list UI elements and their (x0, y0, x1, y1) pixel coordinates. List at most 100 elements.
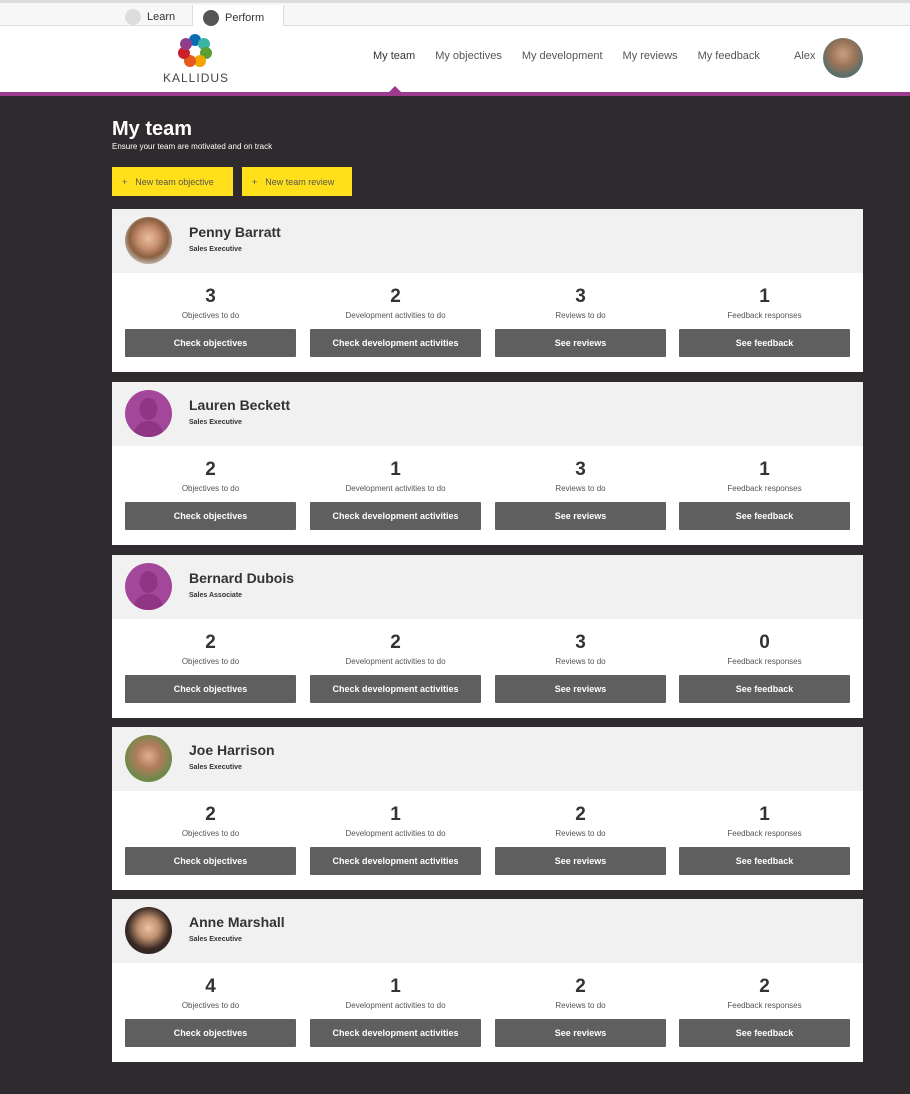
development-count: 1 (390, 804, 401, 825)
avatar (125, 735, 172, 782)
nav-my-objectives[interactable]: My objectives (435, 50, 502, 62)
card-header: Joe Harrison Sales Executive (112, 727, 863, 791)
objectives-count: 2 (205, 804, 216, 825)
chart-icon (203, 9, 219, 26)
reviews-button[interactable]: See reviews (495, 847, 666, 875)
nav-my-feedback[interactable]: My feedback (697, 50, 760, 62)
member-role: Sales Executive (189, 419, 242, 426)
objectives-button[interactable]: Check objectives (125, 675, 296, 703)
member-role: Sales Executive (189, 936, 242, 943)
objectives-count: 3 (205, 286, 216, 307)
nav-my-reviews[interactable]: My reviews (622, 50, 678, 62)
page-title: My team (112, 118, 193, 140)
feedback-button[interactable]: See feedback (679, 675, 850, 703)
button-label: New team objective (135, 176, 214, 187)
avatar (125, 217, 172, 264)
feedback-count: 0 (759, 632, 770, 653)
development-count: 2 (390, 632, 401, 653)
feedback-button[interactable]: See feedback (679, 502, 850, 530)
card-header: Lauren Beckett Sales Executive (112, 382, 863, 446)
logo-flower-icon (178, 34, 212, 67)
stat-feedback: 0 Feedback responses (679, 632, 850, 666)
new-team-objective-button[interactable]: + New team objective (112, 167, 233, 196)
nav-my-team[interactable]: My team (373, 50, 416, 62)
development-count: 1 (390, 976, 401, 997)
stat-objectives: 3 Objectives to do (125, 286, 296, 320)
kallidus-logo[interactable]: KALLIDUS (163, 34, 228, 85)
member-name[interactable]: Anne Marshall (189, 914, 285, 930)
reviews-button[interactable]: See reviews (495, 1019, 666, 1047)
objectives-label: Objectives to do (181, 829, 240, 838)
development-count: 1 (390, 459, 401, 480)
stat-objectives: 4 Objectives to do (125, 976, 296, 1010)
nav-my-development[interactable]: My development (521, 50, 603, 62)
feedback-label: Feedback responses (727, 311, 802, 320)
stat-development: 1 Development activities to do (310, 804, 481, 838)
feedback-button[interactable]: See feedback (679, 1019, 850, 1047)
card-header: Penny Barratt Sales Executive (112, 209, 863, 273)
objectives-button[interactable]: Check objectives (125, 329, 296, 357)
stat-development: 1 Development activities to do (310, 459, 481, 493)
development-count: 2 (390, 286, 401, 307)
user-name[interactable]: Alex (794, 50, 816, 62)
member-name[interactable]: Penny Barratt (189, 224, 281, 240)
stat-feedback: 1 Feedback responses (679, 459, 850, 493)
stat-development: 2 Development activities to do (310, 286, 481, 320)
person-silhouette-icon (133, 398, 164, 437)
avatar (125, 907, 172, 954)
page-subtitle: Ensure your team are motivated and on tr… (112, 142, 273, 151)
tab-learn[interactable]: Learn (115, 5, 185, 29)
development-button[interactable]: Check development activities (310, 675, 481, 703)
objectives-button[interactable]: Check objectives (125, 502, 296, 530)
development-button[interactable]: Check development activities (310, 1019, 481, 1047)
stat-objectives: 2 Objectives to do (125, 632, 296, 666)
development-button[interactable]: Check development activities (310, 847, 481, 875)
objectives-label: Objectives to do (181, 657, 240, 666)
team-member-card: Lauren Beckett Sales Executive 2 Objecti… (112, 382, 863, 545)
objectives-label: Objectives to do (181, 311, 240, 320)
stat-reviews: 3 Reviews to do (495, 459, 666, 493)
feedback-count: 2 (759, 976, 770, 997)
reviews-label: Reviews to do (555, 829, 606, 838)
stat-objectives: 2 Objectives to do (125, 804, 296, 838)
objectives-count: 4 (205, 976, 216, 997)
objectives-button[interactable]: Check objectives (125, 1019, 296, 1047)
stat-development: 2 Development activities to do (310, 632, 481, 666)
team-member-card: Anne Marshall Sales Executive 4 Objectiv… (112, 899, 863, 1062)
development-label: Development activities to do (345, 1001, 446, 1010)
tab-label: Learn (147, 11, 176, 23)
reviews-button[interactable]: See reviews (495, 675, 666, 703)
reviews-button[interactable]: See reviews (495, 502, 666, 530)
objectives-button[interactable]: Check objectives (125, 847, 296, 875)
feedback-label: Feedback responses (727, 484, 802, 493)
member-name[interactable]: Lauren Beckett (189, 397, 291, 413)
user-avatar[interactable] (823, 38, 863, 78)
reviews-button[interactable]: See reviews (495, 329, 666, 357)
reviews-label: Reviews to do (555, 311, 606, 320)
reviews-label: Reviews to do (555, 484, 606, 493)
card-header: Bernard Dubois Sales Associate (112, 555, 863, 619)
objectives-count: 2 (205, 632, 216, 653)
stat-feedback: 2 Feedback responses (679, 976, 850, 1010)
accent-bar (0, 92, 910, 96)
member-name[interactable]: Bernard Dubois (189, 570, 295, 586)
reviews-count: 3 (575, 459, 586, 480)
development-button[interactable]: Check development activities (310, 329, 481, 357)
member-role: Sales Associate (189, 592, 243, 599)
team-member-card: Penny Barratt Sales Executive 3 Objectiv… (112, 209, 863, 372)
stat-development: 1 Development activities to do (310, 976, 481, 1010)
feedback-button[interactable]: See feedback (679, 847, 850, 875)
tab-perform[interactable]: Perform (192, 5, 284, 30)
button-label: New team review (265, 176, 335, 187)
new-team-review-button[interactable]: + New team review (242, 167, 352, 196)
team-member-card: Joe Harrison Sales Executive 2 Objective… (112, 727, 863, 890)
development-button[interactable]: Check development activities (310, 502, 481, 530)
main-nav: My team My objectives My development My … (373, 50, 760, 62)
feedback-count: 1 (759, 286, 770, 307)
member-name[interactable]: Joe Harrison (189, 742, 275, 758)
development-label: Development activities to do (345, 829, 446, 838)
feedback-label: Feedback responses (727, 657, 802, 666)
feedback-button[interactable]: See feedback (679, 329, 850, 357)
stat-reviews: 3 Reviews to do (495, 286, 666, 320)
stat-feedback: 1 Feedback responses (679, 286, 850, 320)
